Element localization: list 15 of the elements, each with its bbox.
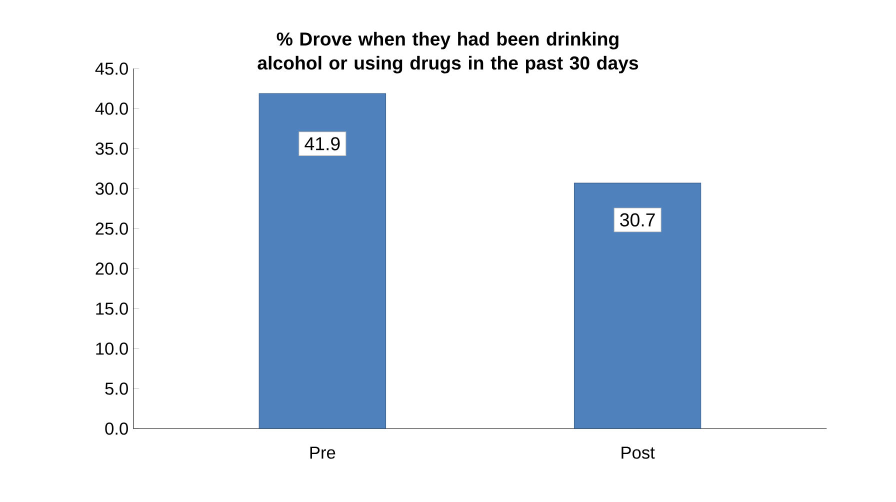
data-label: 41.9 (304, 137, 340, 150)
chart-title: % Drove when they had been drinking alcohol or using drugs in the past 30 days (258, 32, 638, 74)
y-tick-label: 45.0 (95, 62, 128, 75)
y-tick-label: 20.0 (96, 262, 128, 275)
y-tick-label: 15.0 (96, 302, 128, 315)
y-tick-label: 10.0 (96, 342, 128, 355)
y-tick-label: 0.0 (105, 422, 128, 435)
y-tick-label: 5.0 (105, 382, 128, 395)
data-label: 30.7 (620, 213, 655, 227)
y-tick-label: 35.0 (96, 142, 128, 155)
y-tick-label: 40.0 (95, 102, 128, 115)
y-tick-label: 25.0 (96, 222, 128, 235)
y-tick-label: 30.0 (96, 182, 128, 195)
x-tick-label: Post (622, 446, 655, 459)
x-tick-label: Pre (310, 446, 336, 459)
